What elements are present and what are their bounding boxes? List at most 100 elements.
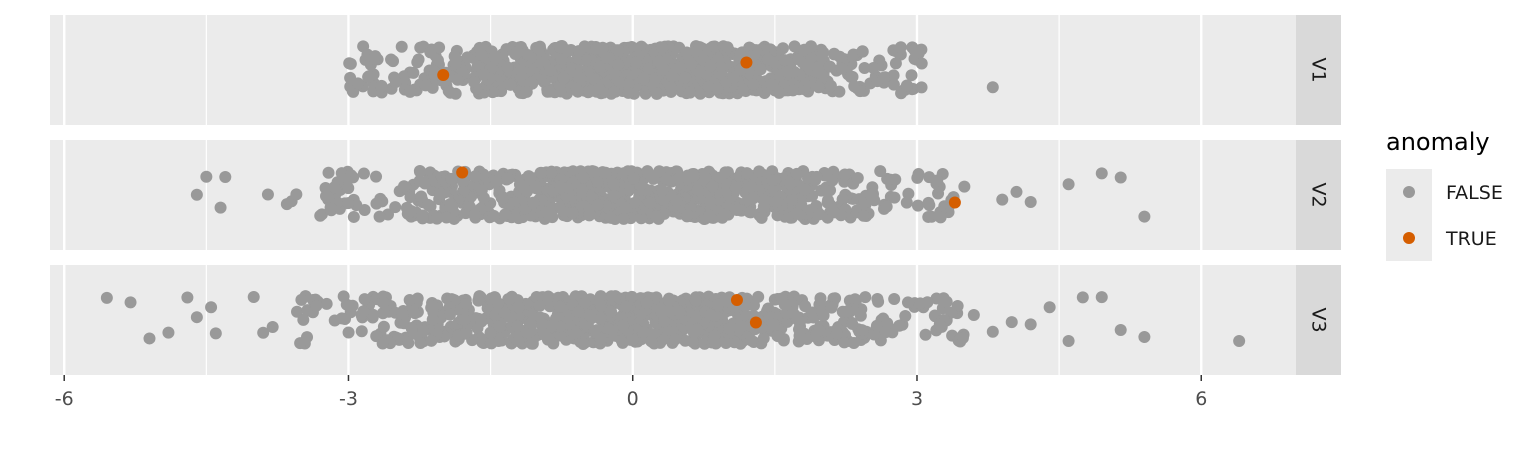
point-false: [1043, 301, 1056, 314]
point-false: [887, 78, 900, 91]
point-false: [911, 171, 924, 184]
point-false: [703, 209, 716, 222]
point-false: [468, 209, 481, 222]
point-false: [856, 45, 869, 58]
point-false: [833, 85, 846, 98]
point-false: [574, 72, 587, 85]
point-false: [430, 212, 443, 225]
point-false: [854, 309, 867, 322]
point-false: [162, 326, 175, 339]
point-false: [290, 188, 303, 201]
point-false: [628, 196, 641, 209]
point-false: [190, 188, 203, 201]
point-false: [673, 305, 686, 318]
legend-label-true: TRUE: [1445, 228, 1497, 250]
point-false: [825, 301, 838, 314]
point-false: [747, 78, 760, 91]
point-false: [934, 211, 947, 224]
point-false: [405, 204, 418, 217]
legend-key-true: [1403, 232, 1415, 244]
point-false: [322, 166, 335, 179]
point-false: [472, 294, 485, 307]
point-false: [1010, 185, 1023, 198]
point-false: [729, 181, 742, 194]
point-false: [752, 290, 765, 303]
point-false: [457, 175, 470, 188]
point-false: [652, 55, 665, 68]
point-false: [469, 170, 482, 183]
point-false: [446, 200, 459, 213]
point-false: [1062, 178, 1075, 191]
point-false: [370, 197, 383, 210]
point-false: [766, 174, 779, 187]
point-false: [856, 324, 869, 337]
point-false: [844, 70, 857, 83]
point-false: [849, 293, 862, 306]
point-false: [554, 41, 567, 54]
point-false: [900, 196, 913, 209]
point-false: [672, 172, 685, 185]
point-false: [656, 41, 669, 54]
point-false: [596, 41, 609, 54]
point-false: [810, 170, 823, 183]
point-false: [644, 197, 657, 210]
point-false: [591, 175, 604, 188]
point-false: [846, 317, 859, 330]
point-false: [637, 326, 650, 339]
point-false: [674, 61, 687, 74]
point-false: [411, 56, 424, 69]
point-false: [889, 57, 902, 70]
point-false: [649, 210, 662, 223]
point-false: [685, 58, 698, 71]
point-true: [749, 316, 762, 329]
point-false: [786, 84, 799, 97]
point-false: [820, 184, 833, 197]
point-false: [414, 165, 427, 178]
point-false: [417, 325, 430, 338]
point-false: [814, 292, 827, 305]
point-false: [209, 327, 222, 340]
point-false: [713, 171, 726, 184]
point-false: [658, 315, 671, 328]
point-false: [622, 77, 635, 90]
point-false: [630, 56, 643, 69]
point-false: [310, 299, 323, 312]
point-false: [740, 167, 753, 180]
point-false: [868, 194, 881, 207]
point-false: [641, 166, 654, 179]
point-false: [874, 165, 887, 178]
facet-strip: [1296, 15, 1341, 125]
point-false: [314, 209, 327, 222]
point-false: [342, 197, 355, 210]
point-false: [931, 174, 944, 187]
point-false: [124, 296, 137, 309]
point-false: [812, 81, 825, 94]
point-false: [219, 170, 232, 183]
point-false: [422, 198, 435, 211]
point-false: [484, 326, 497, 339]
point-false: [919, 328, 932, 341]
point-false: [200, 170, 213, 183]
point-false: [830, 327, 843, 340]
point-false: [566, 207, 579, 220]
point-false: [572, 305, 585, 318]
point-false: [569, 327, 582, 340]
point-false: [190, 311, 203, 324]
point-false: [514, 64, 527, 77]
facet-strip: [1296, 265, 1341, 375]
point-false: [806, 306, 819, 319]
point-false: [362, 70, 375, 83]
point-false: [613, 76, 626, 89]
point-false: [922, 196, 935, 209]
point-false: [475, 315, 488, 328]
point-false: [770, 195, 783, 208]
point-false: [351, 77, 364, 90]
point-false: [872, 295, 885, 308]
x-tick-label: 6: [1195, 388, 1207, 410]
point-false: [396, 307, 409, 320]
point-true: [437, 69, 450, 81]
point-false: [870, 319, 883, 332]
point-false: [1138, 210, 1151, 223]
point-false: [1114, 171, 1127, 184]
point-false: [798, 183, 811, 196]
